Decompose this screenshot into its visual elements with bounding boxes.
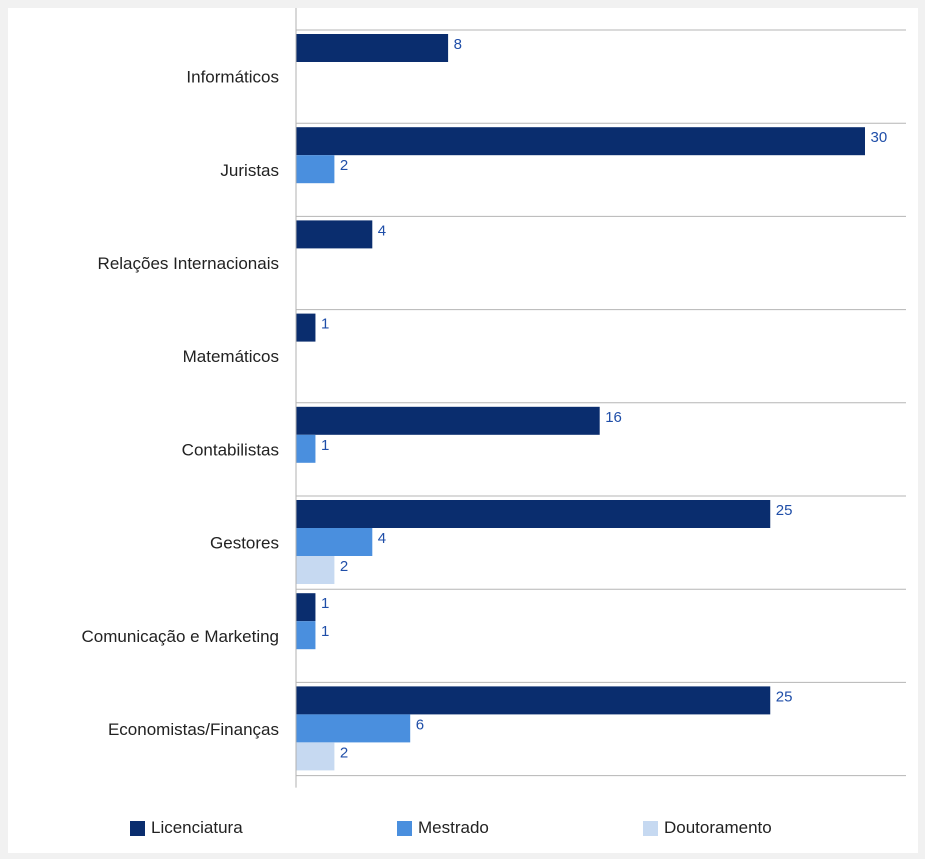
data-label: 2 — [340, 157, 348, 174]
legend-item-doutoramento: Doutoramento — [643, 818, 772, 838]
data-label: 4 — [378, 222, 386, 239]
data-label: 30 — [871, 129, 888, 146]
category-label: Relações Internacionais — [98, 254, 279, 273]
legend-label-licenciatura: Licenciatura — [151, 818, 243, 837]
legend-label-mestrado: Mestrado — [418, 818, 489, 837]
data-label: 1 — [321, 595, 329, 612]
bar-licenciatura — [296, 500, 771, 528]
bar-licenciatura — [296, 34, 449, 62]
bar-doutoramento — [296, 742, 335, 771]
category-label: Comunicação e Marketing — [82, 627, 279, 646]
legend-item-licenciatura: Licenciatura — [130, 818, 243, 838]
legend-swatch-licenciatura — [130, 820, 145, 836]
bar-licenciatura — [296, 127, 865, 156]
bar-licenciatura — [296, 313, 316, 342]
data-label: 2 — [340, 558, 348, 575]
data-label: 1 — [321, 437, 329, 454]
data-label: 1 — [321, 623, 329, 640]
bar-licenciatura — [296, 220, 373, 249]
bar-licenciatura — [296, 406, 600, 435]
bar-mestrado — [296, 155, 335, 184]
data-label: 4 — [378, 530, 386, 547]
legend-item-mestrado: Mestrado — [397, 818, 489, 838]
data-label: 16 — [605, 409, 622, 426]
bar-mestrado — [296, 434, 316, 463]
data-label: 6 — [416, 716, 424, 733]
data-label: 2 — [340, 744, 348, 761]
legend: Licenciatura Mestrado Doutoramento — [0, 818, 925, 846]
bar-licenciatura — [296, 686, 771, 715]
bar-mestrado — [296, 528, 373, 556]
category-label: Contabilistas — [182, 440, 279, 459]
chart-card: Informáticos 8 Juristas 30 2 Relações Interna… — [8, 8, 918, 853]
category-label: Matemáticos — [183, 347, 279, 366]
data-label: 8 — [454, 36, 462, 53]
data-label: 25 — [776, 502, 793, 519]
bar-doutoramento — [296, 556, 335, 584]
category-label: Economistas/Finanças — [108, 720, 279, 739]
bar-chart: Informáticos 8 Juristas 30 2 Relações Interna… — [82, 8, 906, 788]
bar-mestrado — [296, 621, 316, 650]
bar-mestrado — [296, 714, 411, 743]
data-label: 1 — [321, 316, 329, 333]
data-label: 25 — [776, 688, 793, 705]
legend-label-doutoramento: Doutoramento — [664, 818, 772, 837]
legend-swatch-mestrado — [397, 820, 412, 836]
bar-licenciatura — [296, 593, 316, 622]
category-label: Gestores — [210, 534, 279, 553]
legend-swatch-doutoramento — [643, 820, 658, 836]
category-label: Informáticos — [186, 68, 279, 87]
category-label: Juristas — [220, 161, 279, 180]
